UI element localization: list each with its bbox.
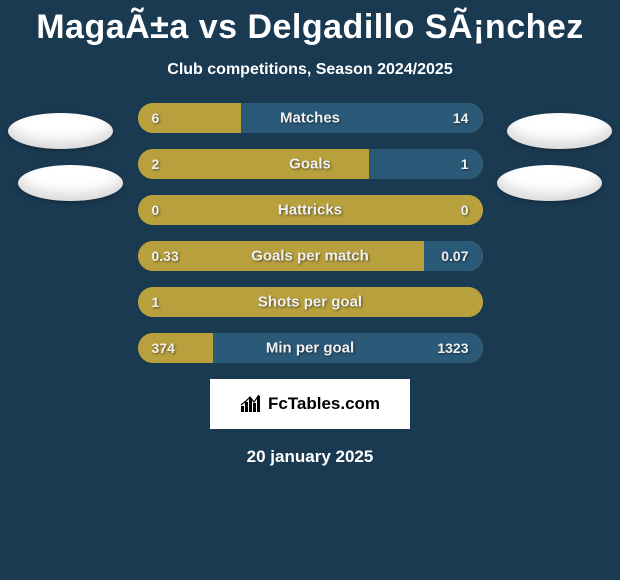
stat-row: 1Shots per goal: [138, 287, 483, 317]
date-label: 20 january 2025: [0, 447, 620, 467]
logo-text: FcTables.com: [268, 394, 380, 414]
stats-area: 614Matches 21Goals 00Hattricks 0.330.07Goal…: [0, 103, 620, 363]
stat-label: Goals per match: [138, 248, 483, 265]
stat-label: Matches: [138, 110, 483, 127]
stat-bars: 614Matches 21Goals 00Hattricks 0.330.07Goal…: [138, 103, 483, 363]
stat-row: 0.330.07Goals per match: [138, 241, 483, 271]
stat-row: 00Hattricks: [138, 195, 483, 225]
stat-label: Shots per goal: [138, 294, 483, 311]
subtitle: Club competitions, Season 2024/2025: [0, 61, 620, 79]
player-left-avatar-2: [18, 165, 123, 201]
bar-chart-icon: [240, 394, 262, 414]
stat-label: Goals: [138, 156, 483, 173]
stat-row: 614Matches: [138, 103, 483, 133]
stat-label: Hattricks: [138, 202, 483, 219]
comparison-infographic: MagaÃ±a vs Delgadillo SÃ¡nchez Club comp…: [0, 0, 620, 467]
player-right-avatar-1: [507, 113, 612, 149]
page-title: MagaÃ±a vs Delgadillo SÃ¡nchez: [0, 8, 620, 47]
player-right-avatar-2: [497, 165, 602, 201]
fctables-logo[interactable]: FcTables.com: [210, 379, 410, 429]
stat-row: 21Goals: [138, 149, 483, 179]
player-left-avatar-1: [8, 113, 113, 149]
stat-row: 3741323Min per goal: [138, 333, 483, 363]
stat-label: Min per goal: [138, 340, 483, 357]
